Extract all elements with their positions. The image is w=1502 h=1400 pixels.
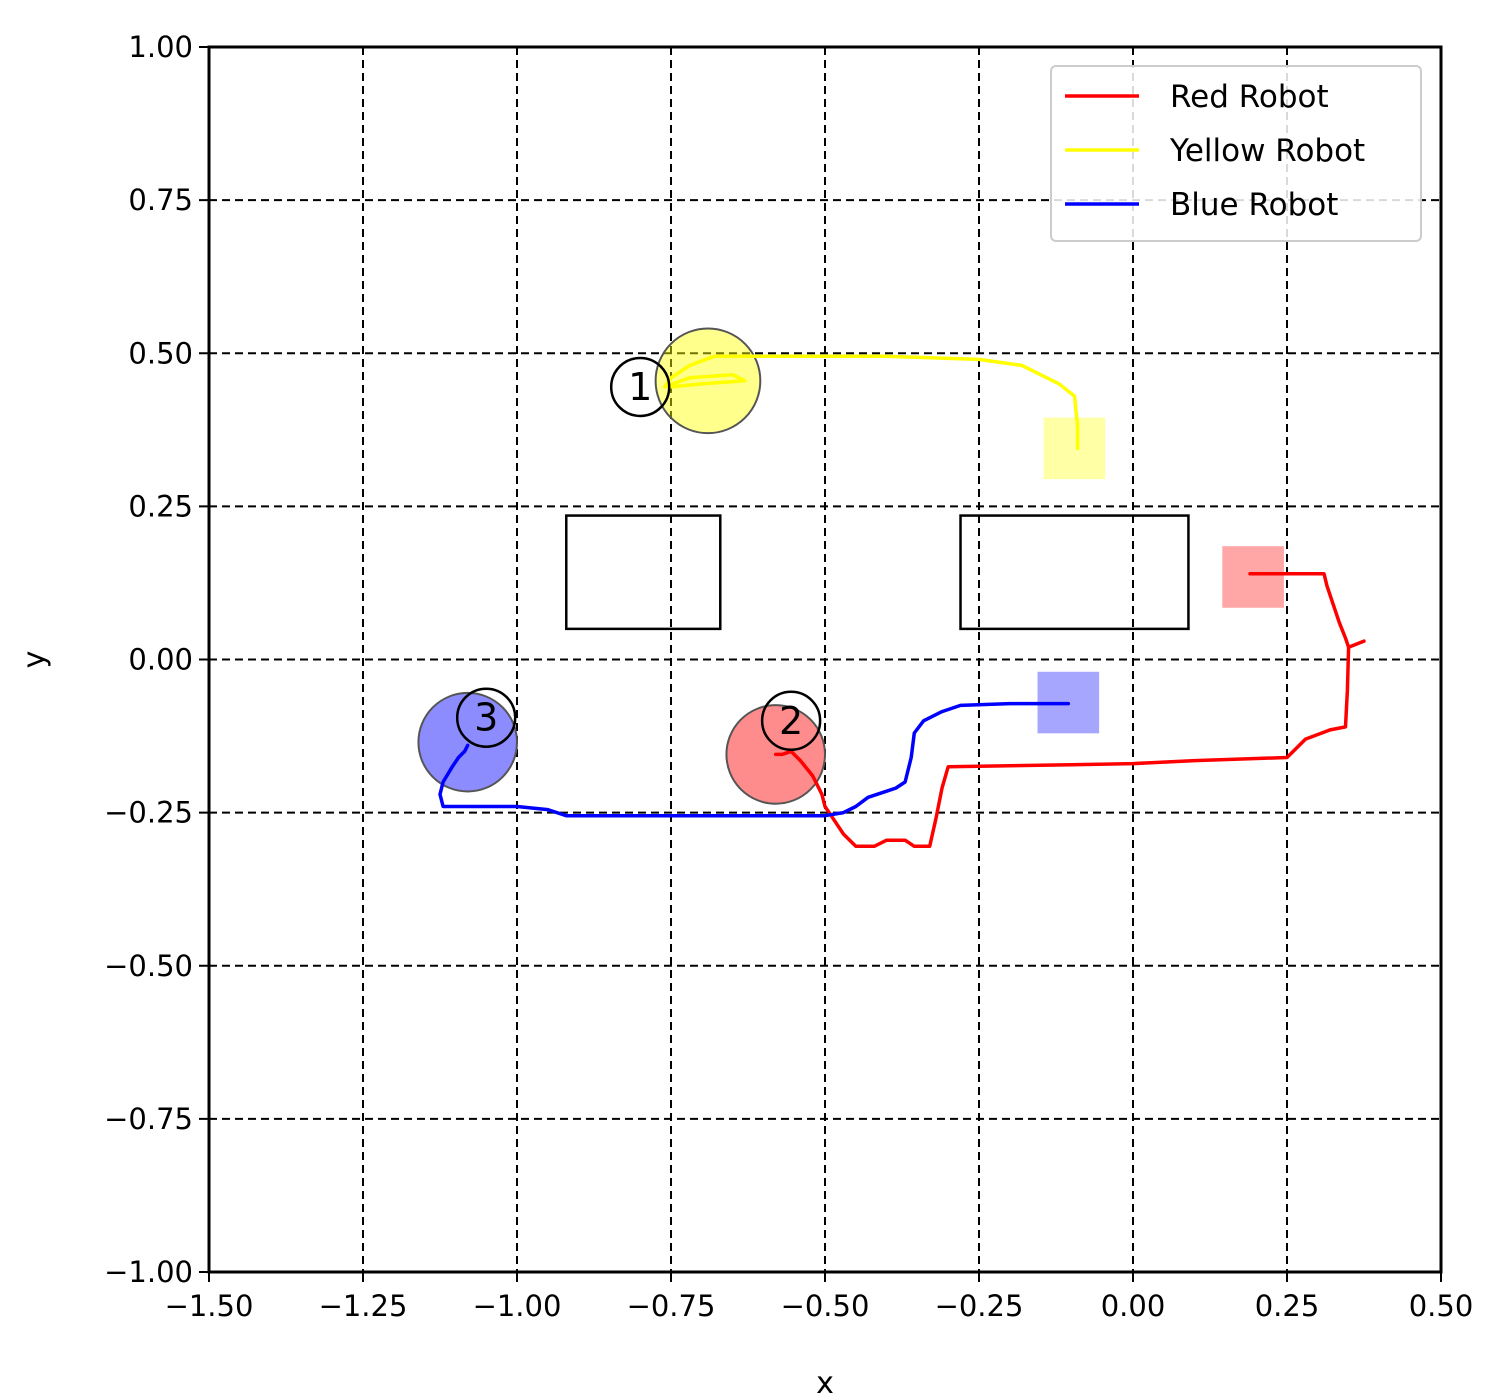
x-tick-label: −1.50 [165,1289,254,1323]
obstacles [565,514,1190,631]
order-marker-label: 3 [474,696,498,740]
y-tick-label: 1.00 [128,30,193,64]
x-tick-label: 0.50 [1409,1289,1474,1323]
order-marker-label: 1 [628,365,652,409]
y-tick-label: −1.00 [104,1255,193,1289]
goal-square [1043,417,1106,480]
x-tick-label: −0.25 [935,1289,1024,1323]
trajectory-line [438,701,1071,818]
order-marker-label: 2 [779,699,803,743]
legend-label: Red Robot [1170,79,1329,115]
x-tick-label: −0.75 [627,1289,716,1323]
goal-squares [1037,417,1284,734]
x-tick-label: 0.00 [1101,1289,1166,1323]
legend-label: Blue Robot [1170,187,1338,223]
y-tick-label: 0.00 [128,643,193,677]
trajectories [438,354,1366,849]
legend: Red Robot Yellow Robot Blue Robot [1050,65,1422,242]
robot-circle [417,691,518,793]
axis-ticks: −1.50 −1.25 −1.00 −0.75 −0.50 −0.25 0.00 0.25 0.… [104,30,1473,1323]
x-tick-label: −1.25 [319,1289,408,1323]
goal-square [1222,546,1284,608]
y-tick-label: 0.75 [128,183,193,217]
order-marker-circle [455,687,517,748]
obstacle [565,514,722,631]
legend-box [1050,65,1422,242]
order-marker-circle [609,356,671,418]
x-tick-label: −0.50 [781,1289,870,1323]
legend-label: Yellow Robot [1169,133,1365,169]
y-tick-label: −0.25 [104,796,193,830]
y-axis-label: y [17,651,52,669]
x-axis-label: x [816,1366,834,1400]
y-tick-label: −0.50 [104,949,193,983]
order-marker-circle [760,690,822,751]
robot-order-markers: 1 2 3 [455,356,822,751]
x-tick-label: 0.25 [1255,1289,1320,1323]
x-tick-label: −1.00 [473,1289,562,1323]
trajectory-line [663,354,1080,450]
y-tick-label: 0.25 [128,489,193,523]
trajectory-line [773,571,1366,849]
obstacle [959,514,1190,631]
y-tick-label: 0.50 [128,336,193,370]
grid-lines [209,47,1441,1272]
y-tick-label: −0.75 [104,1102,193,1136]
